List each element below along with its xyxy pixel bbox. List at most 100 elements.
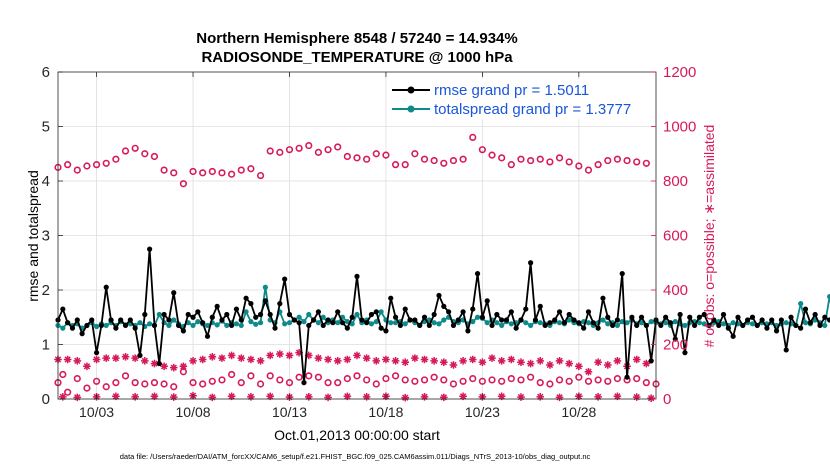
totalspread-point (286, 320, 293, 326)
obs-assimilated-marker (497, 357, 506, 365)
axes: 10/03 10/08 10/13 10/18 10/23 10/28 0 1 2 3 4 5 6 0 20… (42, 64, 697, 420)
rmse-point (523, 306, 529, 312)
obs-assimilated-marker (411, 354, 419, 362)
rmse-point (720, 311, 727, 318)
obs-assimilated-marker (324, 355, 332, 364)
totalspread-point (701, 321, 707, 327)
legend-spread-label: totalspread grand pr = 1.3777 (434, 101, 631, 118)
obs-possible-marker (517, 155, 525, 163)
rmse-point (532, 317, 539, 323)
obs-possible-marker (536, 379, 544, 387)
rmse-point (441, 303, 447, 309)
rmse-point (595, 325, 601, 331)
obs-possible-marker (604, 156, 612, 165)
obs-possible-marker (324, 379, 332, 387)
totalspread-point (262, 284, 268, 290)
obs-possible-marker (411, 150, 419, 158)
obs-assimilated-marker (555, 393, 564, 402)
rmse-point (542, 322, 548, 329)
rmse-point (624, 374, 630, 380)
rmse-point (147, 246, 153, 252)
rmse-point (392, 314, 399, 320)
obs-possible-marker (179, 180, 187, 188)
rmse-point (272, 325, 278, 331)
totalspread-point (204, 322, 211, 329)
totalspread-point (335, 320, 341, 326)
totalspread-point (156, 311, 162, 318)
obs-assimilated-marker (613, 392, 622, 401)
rmse-point (402, 306, 408, 312)
obs-assimilated-marker (189, 357, 197, 365)
obs-assimilated-marker (208, 352, 217, 361)
chart-subtitle: RADIOSONDE_TEMPERATURE @ 1000 hPa (201, 49, 513, 66)
totalspread-point (638, 320, 645, 326)
obs-assimilated-marker (256, 357, 265, 365)
data-file-footer: data file: /Users/raeder/DAI/ATM_forcXX/… (120, 452, 591, 461)
obs-possible-marker (131, 379, 139, 387)
rmse-point (701, 311, 707, 318)
rmse-point (600, 295, 606, 301)
rmse-point (494, 311, 500, 318)
rmse-point (614, 317, 621, 323)
obs-assimilated-marker (102, 354, 111, 362)
totalspread-point (822, 322, 828, 329)
obs-possible-marker (276, 376, 284, 384)
rmse-point (320, 322, 326, 329)
obs-assimilated-marker (478, 358, 487, 367)
obs-possible-marker (584, 166, 593, 174)
obs-assimilated-marker (507, 355, 516, 364)
totalspread-point (441, 317, 447, 323)
obs-assimilated-marker (420, 355, 429, 364)
rmse-point (508, 309, 514, 315)
obs-assimilated-marker (227, 351, 236, 360)
obs-possible-marker (218, 376, 226, 384)
obs-assimilated-marker (121, 352, 130, 361)
rmse-point (431, 311, 437, 318)
totalspread-point (802, 320, 809, 326)
obs-assimilated-marker (526, 359, 535, 368)
rmse-point (233, 306, 240, 312)
rmse-point (127, 317, 133, 323)
obs-possible-marker (575, 162, 583, 170)
totalspread-point (605, 321, 611, 327)
obs-assimilated-marker (237, 354, 246, 362)
obs-assimilated-marker (536, 393, 545, 401)
obs-possible-marker (488, 151, 496, 159)
totalspread-point (378, 309, 384, 315)
rmse-point (93, 350, 100, 356)
obs-possible-marker (565, 158, 573, 166)
obs-possible-marker (594, 376, 602, 384)
obs-possible-marker (189, 167, 197, 176)
rmse-point (499, 317, 505, 323)
rmse-point (151, 322, 158, 329)
obs-possible-marker (189, 379, 197, 387)
obs-possible-marker (430, 373, 438, 381)
obs-assimilated-marker (343, 392, 352, 401)
obs-possible-marker (546, 158, 554, 166)
obs-assimilated-marker (555, 357, 564, 365)
obs-possible-marker (285, 146, 294, 154)
rmse-point (108, 317, 114, 323)
obs-possible-marker (546, 380, 554, 388)
obs-assimilated-marker (536, 357, 545, 365)
obs-assimilated-marker (150, 392, 159, 401)
obs-assimilated-marker (546, 361, 554, 369)
rmse-point (132, 325, 138, 331)
totalspread-point (257, 320, 264, 326)
rmse-point (89, 317, 95, 323)
rmse-point (561, 320, 567, 326)
obs-assimilated-marker (141, 357, 149, 365)
obs-possible-marker (112, 379, 120, 387)
legend-box (388, 79, 652, 119)
obs-assimilated-marker (632, 393, 641, 401)
obs-assimilated-marker (440, 358, 448, 367)
obs-assimilated-marker (285, 351, 294, 360)
obs-assimilated-marker (613, 357, 622, 365)
rmse-point (373, 309, 379, 315)
rmse-point (349, 314, 355, 320)
rmse-point (238, 317, 244, 323)
totalspread-point (474, 314, 481, 320)
rmse-point (590, 320, 596, 326)
totalspread-point (315, 320, 322, 326)
